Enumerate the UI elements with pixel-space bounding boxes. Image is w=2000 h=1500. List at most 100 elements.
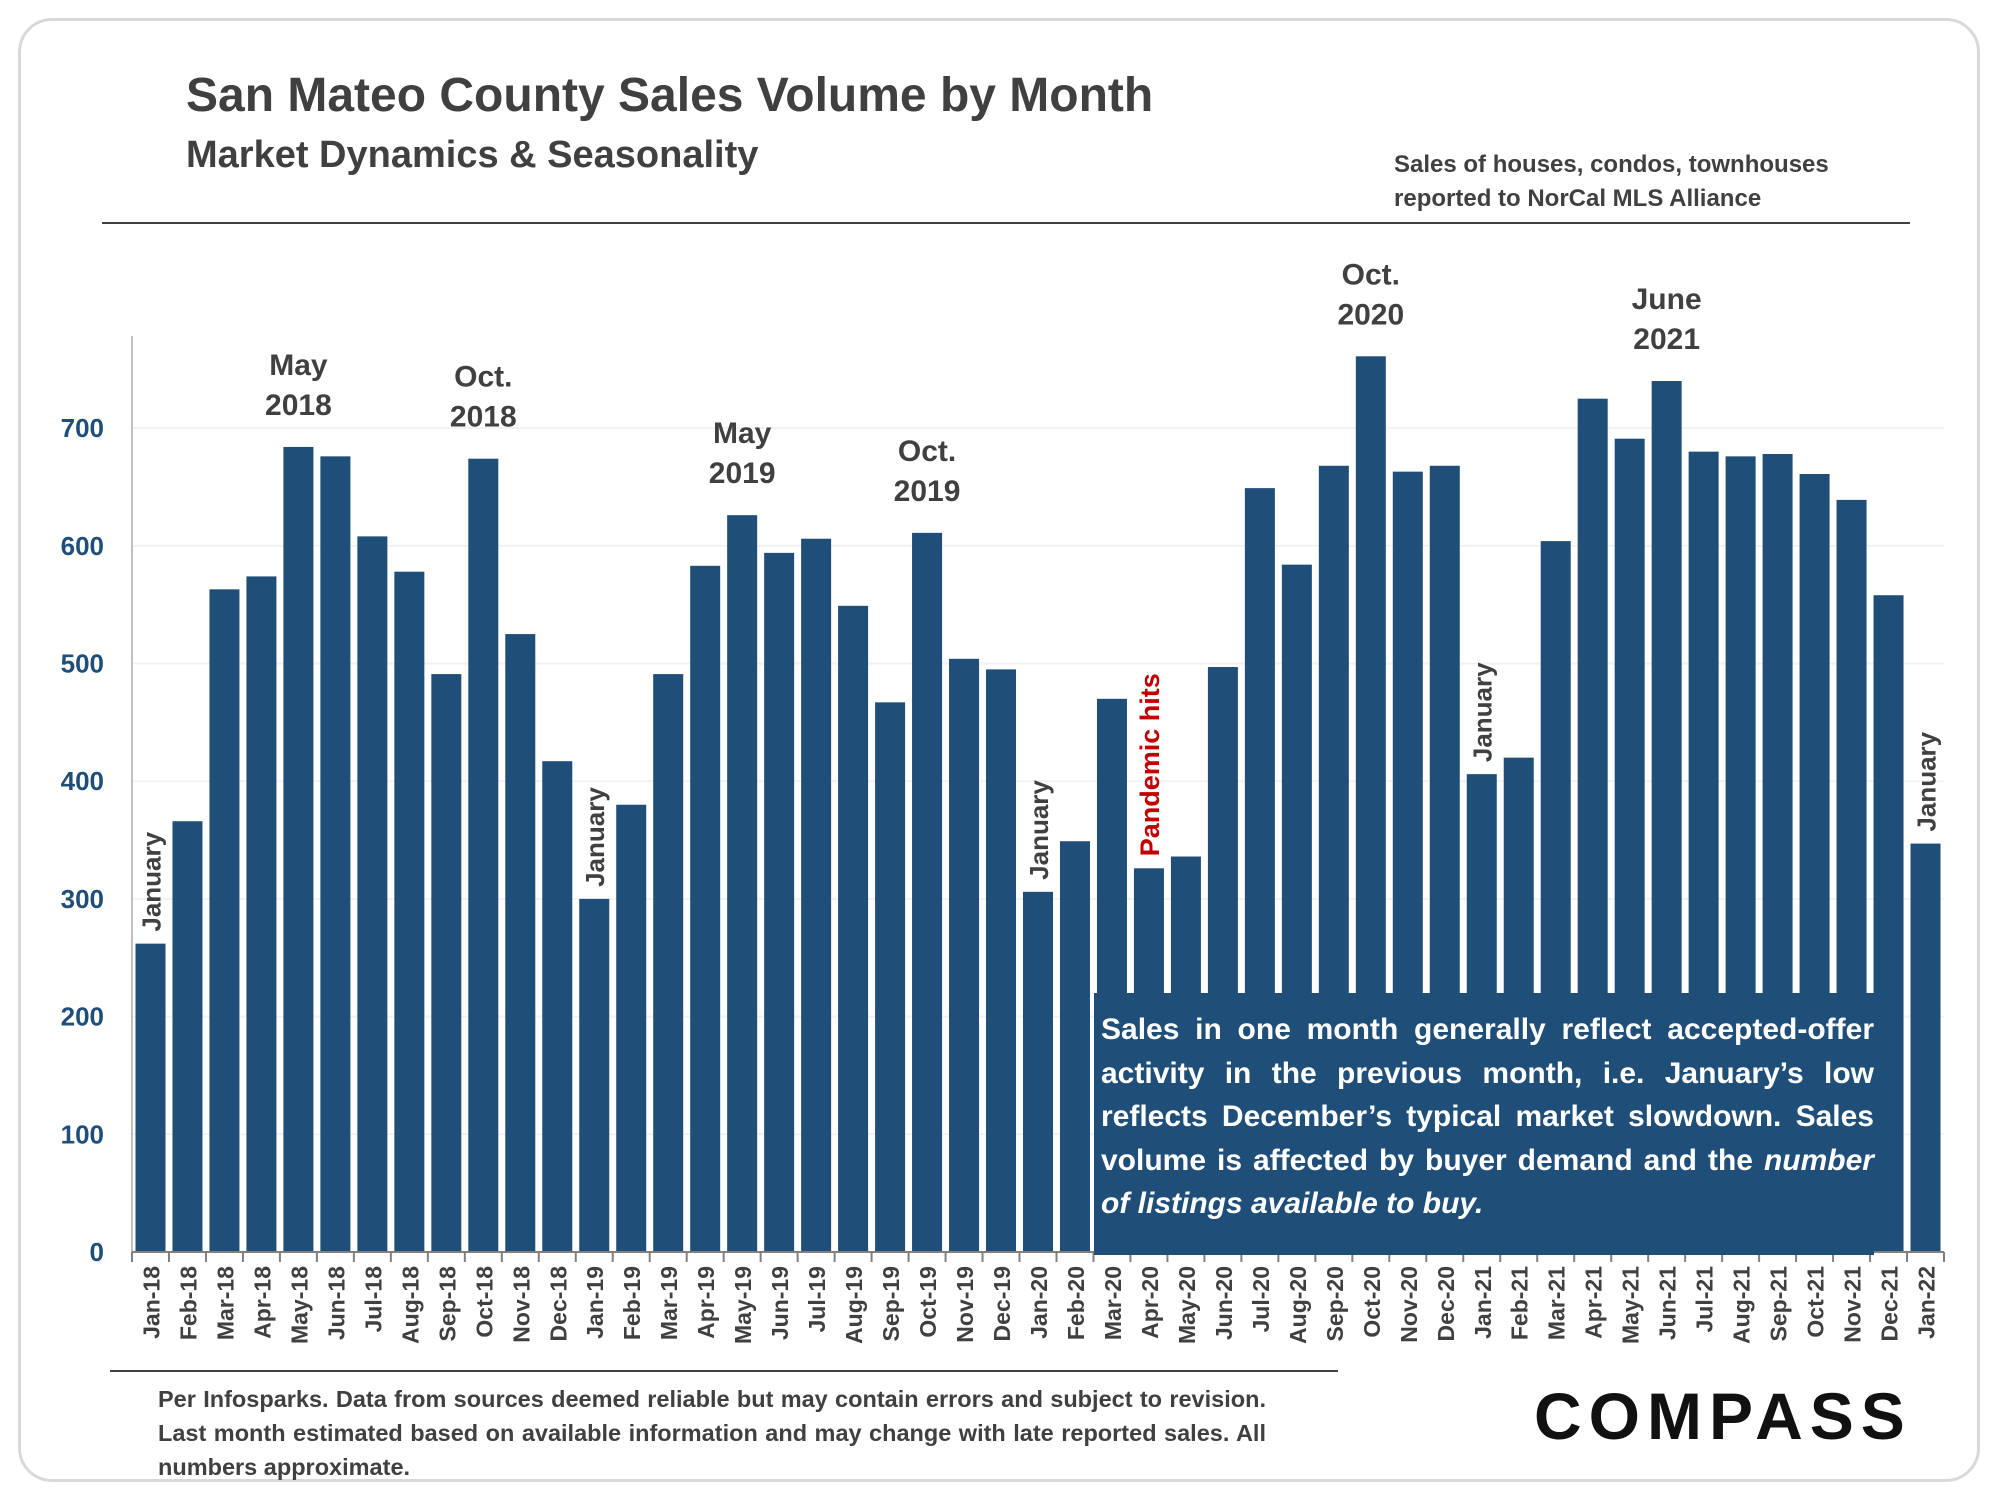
x-tick-label: Aug-21 — [1729, 1266, 1755, 1344]
x-tick-label: May-20 — [1174, 1266, 1200, 1344]
y-tick-label: 200 — [61, 1002, 104, 1032]
x-tick-label: Apr-18 — [249, 1266, 275, 1339]
footnote: Per Infosparks. Data from sources deemed… — [158, 1386, 1266, 1480]
peak-annotation-label: June — [1632, 283, 1702, 316]
peak-annotation-label: 2019 — [709, 457, 776, 490]
x-tick-label: May-21 — [1618, 1266, 1644, 1344]
bar — [1059, 841, 1090, 1252]
x-tick-label: Jan-21 — [1470, 1266, 1496, 1339]
x-tick-label: Aug-19 — [841, 1266, 867, 1344]
y-tick-label: 100 — [61, 1119, 104, 1149]
peak-annotation-label: 2018 — [450, 401, 517, 434]
bar — [764, 552, 795, 1252]
y-tick-label: 400 — [61, 766, 104, 796]
x-tick-label: Feb-20 — [1063, 1266, 1089, 1340]
source-note-line-2: reported to NorCal MLS Alliance — [1394, 185, 1762, 212]
x-tick-label: Dec-19 — [989, 1266, 1015, 1341]
x-tick-label: Oct-20 — [1359, 1266, 1385, 1338]
pandemic-label: Pandemic hits — [1135, 673, 1165, 856]
x-tick-label: Feb-18 — [175, 1266, 201, 1340]
peak-annotation-label: 2020 — [1337, 298, 1404, 331]
bar — [949, 658, 980, 1252]
x-tick-label: Mar-20 — [1100, 1266, 1126, 1340]
january-label: January — [1468, 662, 1498, 762]
x-tick-label: Jul-21 — [1692, 1266, 1718, 1333]
x-tick-label: May-19 — [730, 1266, 756, 1344]
bar — [690, 565, 721, 1252]
x-tick-label: Mar-21 — [1544, 1266, 1570, 1340]
source-note: Sales of houses, condos, townhouses repo… — [1394, 148, 1829, 216]
x-tick-label: Dec-18 — [545, 1266, 571, 1342]
x-tick-label: Feb-21 — [1507, 1266, 1533, 1340]
bar — [283, 446, 314, 1252]
x-tick-label: Jan-18 — [138, 1266, 164, 1339]
bar — [727, 515, 758, 1252]
peak-annotation-label: 2021 — [1633, 323, 1700, 356]
x-tick-label: Nov-20 — [1396, 1266, 1422, 1343]
bar — [579, 898, 610, 1252]
bar — [1873, 595, 1904, 1252]
bar — [653, 674, 684, 1252]
x-tick-label: Sep-21 — [1766, 1266, 1792, 1342]
bar — [616, 804, 647, 1252]
callout-emphasis-text: number of listings available to buy. — [1101, 1143, 1874, 1221]
compass-logo: COMPASS — [1534, 1379, 1912, 1453]
x-tick-label: Sep-18 — [434, 1266, 460, 1342]
x-tick-label: Jun-18 — [323, 1266, 349, 1340]
source-note-line-1: Sales of houses, condos, townhouses — [1394, 151, 1829, 178]
x-tick-label: Mar-19 — [656, 1266, 682, 1340]
january-label: January — [1912, 731, 1942, 831]
x-tick-label: Jan-19 — [582, 1266, 608, 1339]
x-tick-label: Nov-21 — [1840, 1266, 1866, 1343]
x-tick-label: Jan-22 — [1914, 1266, 1940, 1339]
bar — [505, 634, 536, 1252]
january-label: January — [1024, 780, 1054, 880]
x-tick-label: Oct-18 — [471, 1266, 497, 1338]
bar — [1023, 891, 1053, 1252]
x-tick-label: Jun-21 — [1655, 1266, 1681, 1340]
bar — [1910, 843, 1941, 1252]
bar — [431, 674, 462, 1252]
callout-text: Sales in one month generally reflect acc… — [1094, 1008, 1874, 1226]
title-divider — [102, 222, 1910, 224]
peak-annotation-label: Oct. — [1342, 258, 1400, 291]
bar — [246, 576, 277, 1252]
peak-annotation-label: 2019 — [894, 475, 961, 508]
chart-subtitle: Market Dynamics & Seasonality — [186, 134, 759, 176]
bar — [209, 589, 240, 1252]
peak-annotation-label: 2018 — [265, 389, 332, 422]
january-label: January — [136, 831, 166, 931]
x-tick-label: Oct-19 — [915, 1266, 941, 1338]
y-tick-label: 700 — [61, 413, 104, 443]
bar — [986, 669, 1017, 1252]
bar — [801, 538, 832, 1252]
callout-box: Sales in one month generally reflect acc… — [1094, 993, 1874, 1255]
january-label: January — [580, 787, 610, 887]
chart-title: San Mateo County Sales Volume by Month — [186, 69, 1154, 122]
bar — [542, 761, 573, 1252]
y-tick-label: 300 — [61, 884, 104, 914]
x-tick-label: Dec-21 — [1877, 1266, 1903, 1342]
x-tick-label: Aug-20 — [1285, 1266, 1311, 1344]
x-tick-label: Jul-19 — [804, 1266, 830, 1332]
x-tick-label: Nov-19 — [952, 1266, 978, 1343]
bar — [394, 571, 425, 1252]
x-tick-label: Sep-19 — [878, 1266, 904, 1341]
bar — [875, 702, 906, 1252]
footer-divider — [110, 1370, 1338, 1372]
x-tick-label: Apr-21 — [1581, 1266, 1607, 1339]
y-tick-label: 0 — [90, 1237, 104, 1267]
peak-annotation-label: May — [713, 417, 772, 450]
y-tick-label: 600 — [61, 531, 104, 561]
x-tick-label: Sep-20 — [1322, 1266, 1348, 1341]
x-tick-label: Feb-19 — [619, 1266, 645, 1340]
bar — [838, 605, 869, 1252]
callout-main-text: Sales in one month generally reflect acc… — [1101, 1013, 1874, 1177]
bar — [320, 456, 351, 1252]
peak-annotation-label: May — [269, 349, 328, 382]
bar — [357, 536, 388, 1252]
x-tick-label: Apr-19 — [693, 1266, 719, 1339]
bar — [468, 458, 499, 1252]
x-tick-label: Apr-20 — [1137, 1266, 1163, 1339]
